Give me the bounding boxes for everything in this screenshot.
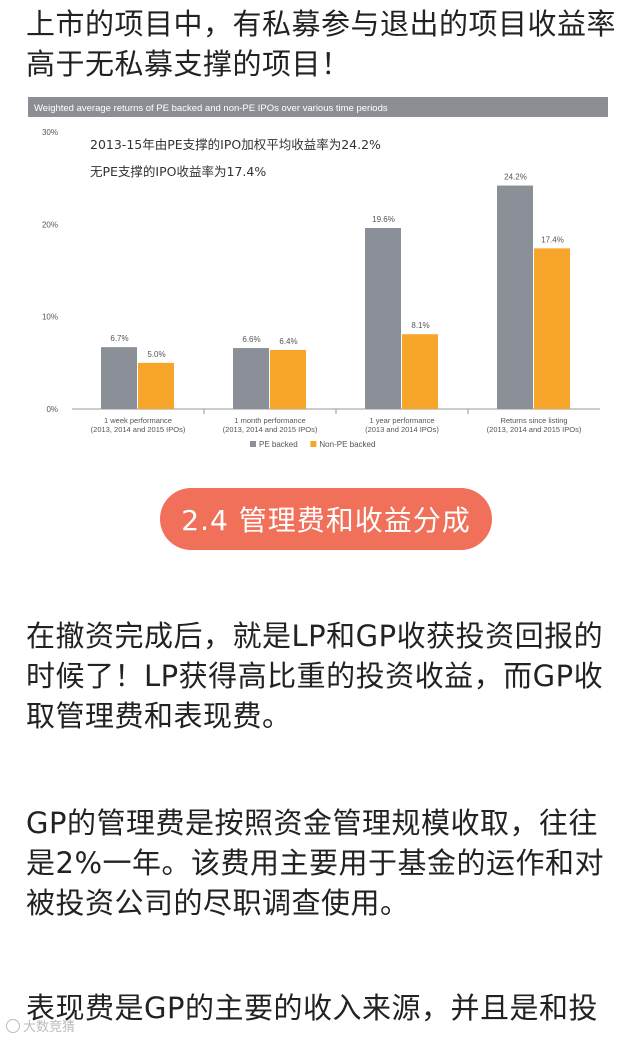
legend-label: Non-PE backed [319, 440, 375, 449]
chart-header-bar [28, 97, 608, 117]
y-tick-label: 20% [42, 220, 58, 229]
weibo-icon [6, 1018, 20, 1033]
bar-pe-backed [101, 347, 137, 409]
bar-data-label: 6.6% [242, 335, 260, 344]
x-tick-label: 1 month performance [234, 416, 305, 425]
intro-line: 高于无私募支撑的项目！ [26, 47, 351, 81]
paragraph-line: 时候了！LP获得高比重的投资收益，而GP收 [26, 659, 604, 693]
bar-non-pe-backed [534, 248, 570, 409]
watermark-text: 大数竞猜 [23, 1020, 76, 1035]
legend-swatch [310, 441, 317, 447]
returns-chart: Weighted average returns of PE backed an… [28, 97, 608, 467]
x-tick-sublabel: (2013 and 2014 IPOs) [365, 425, 439, 434]
paragraph-line: 表现费是GP的主要的收入来源，并且是和投 [26, 991, 598, 1025]
paragraph-line: 被投资公司的尽职调查使用。 [26, 886, 410, 920]
watermark: 大数竞猜 [6, 1016, 75, 1035]
bar-pe-backed [497, 185, 533, 409]
x-tick-sublabel: (2013, 2014 and 2015 IPOs) [91, 425, 186, 434]
x-tick-sublabel: (2013, 2014 and 2015 IPOs) [487, 425, 582, 434]
paragraph-performance-fee: 表现费是GP的主要的收入来源，并且是和投 [26, 988, 616, 1028]
bar-non-pe-backed [402, 334, 438, 409]
bar-data-label: 6.4% [279, 337, 297, 346]
paragraph-returns: 在撤资完成后，就是LP和GP收获投资回报的 时候了！LP获得高比重的投资收益，而… [26, 616, 616, 736]
legend-label: PE backed [259, 440, 298, 449]
x-tick-label: 1 week performance [104, 416, 172, 425]
section-heading-pill: 2.4 管理费和收益分成 [160, 488, 492, 550]
paragraph-line: 是2%一年。该费用主要用于基金的运作和对 [26, 846, 605, 880]
bar-data-label: 5.0% [147, 350, 165, 359]
bar-data-label: 6.7% [110, 334, 128, 343]
chart-annotation-line: 无PE支撑的IPO收益率为17.4% [90, 164, 266, 179]
y-tick-label: 10% [42, 313, 58, 322]
bar-data-label: 8.1% [411, 321, 429, 330]
bar-data-label: 17.4% [541, 235, 564, 244]
x-tick-label: 1 year performance [369, 416, 434, 425]
x-tick-sublabel: (2013, 2014 and 2015 IPOs) [223, 425, 318, 434]
chart-header-text: Weighted average returns of PE backed an… [34, 103, 388, 114]
bar-data-label: 19.6% [372, 215, 395, 224]
intro-line: 上市的项目中，有私募参与退出的项目收益率 [26, 7, 617, 41]
bar-pe-backed [365, 228, 401, 409]
bar-pe-backed [233, 348, 269, 409]
y-tick-label: 30% [42, 128, 58, 137]
paragraph-line: 在撤资完成后，就是LP和GP收获投资回报的 [26, 619, 604, 653]
y-tick-label: 0% [46, 405, 58, 414]
bar-non-pe-backed [138, 362, 174, 409]
bar-non-pe-backed [270, 349, 306, 409]
paragraph-management-fee: GP的管理费是按照资金管理规模收取，往往 是2%一年。该费用主要用于基金的运作和… [26, 803, 616, 923]
intro-paragraph: 上市的项目中，有私募参与退出的项目收益率 高于无私募支撑的项目！ [26, 4, 616, 84]
paragraph-line: 取管理费和表现费。 [26, 699, 292, 733]
chart-svg: Weighted average returns of PE backed an… [28, 97, 608, 449]
legend-swatch [250, 441, 256, 447]
x-tick-label: Returns since listing [500, 416, 567, 425]
paragraph-line: GP的管理费是按照资金管理规模收取，往往 [26, 806, 598, 840]
bar-data-label: 24.2% [504, 173, 527, 182]
chart-annotation-line: 2013-15年由PE支撑的IPO加权平均收益率为24.2% [90, 137, 381, 152]
